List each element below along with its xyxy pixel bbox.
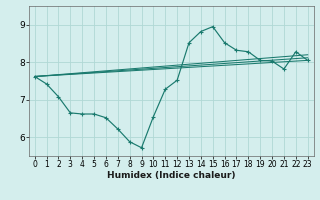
X-axis label: Humidex (Indice chaleur): Humidex (Indice chaleur) bbox=[107, 171, 236, 180]
